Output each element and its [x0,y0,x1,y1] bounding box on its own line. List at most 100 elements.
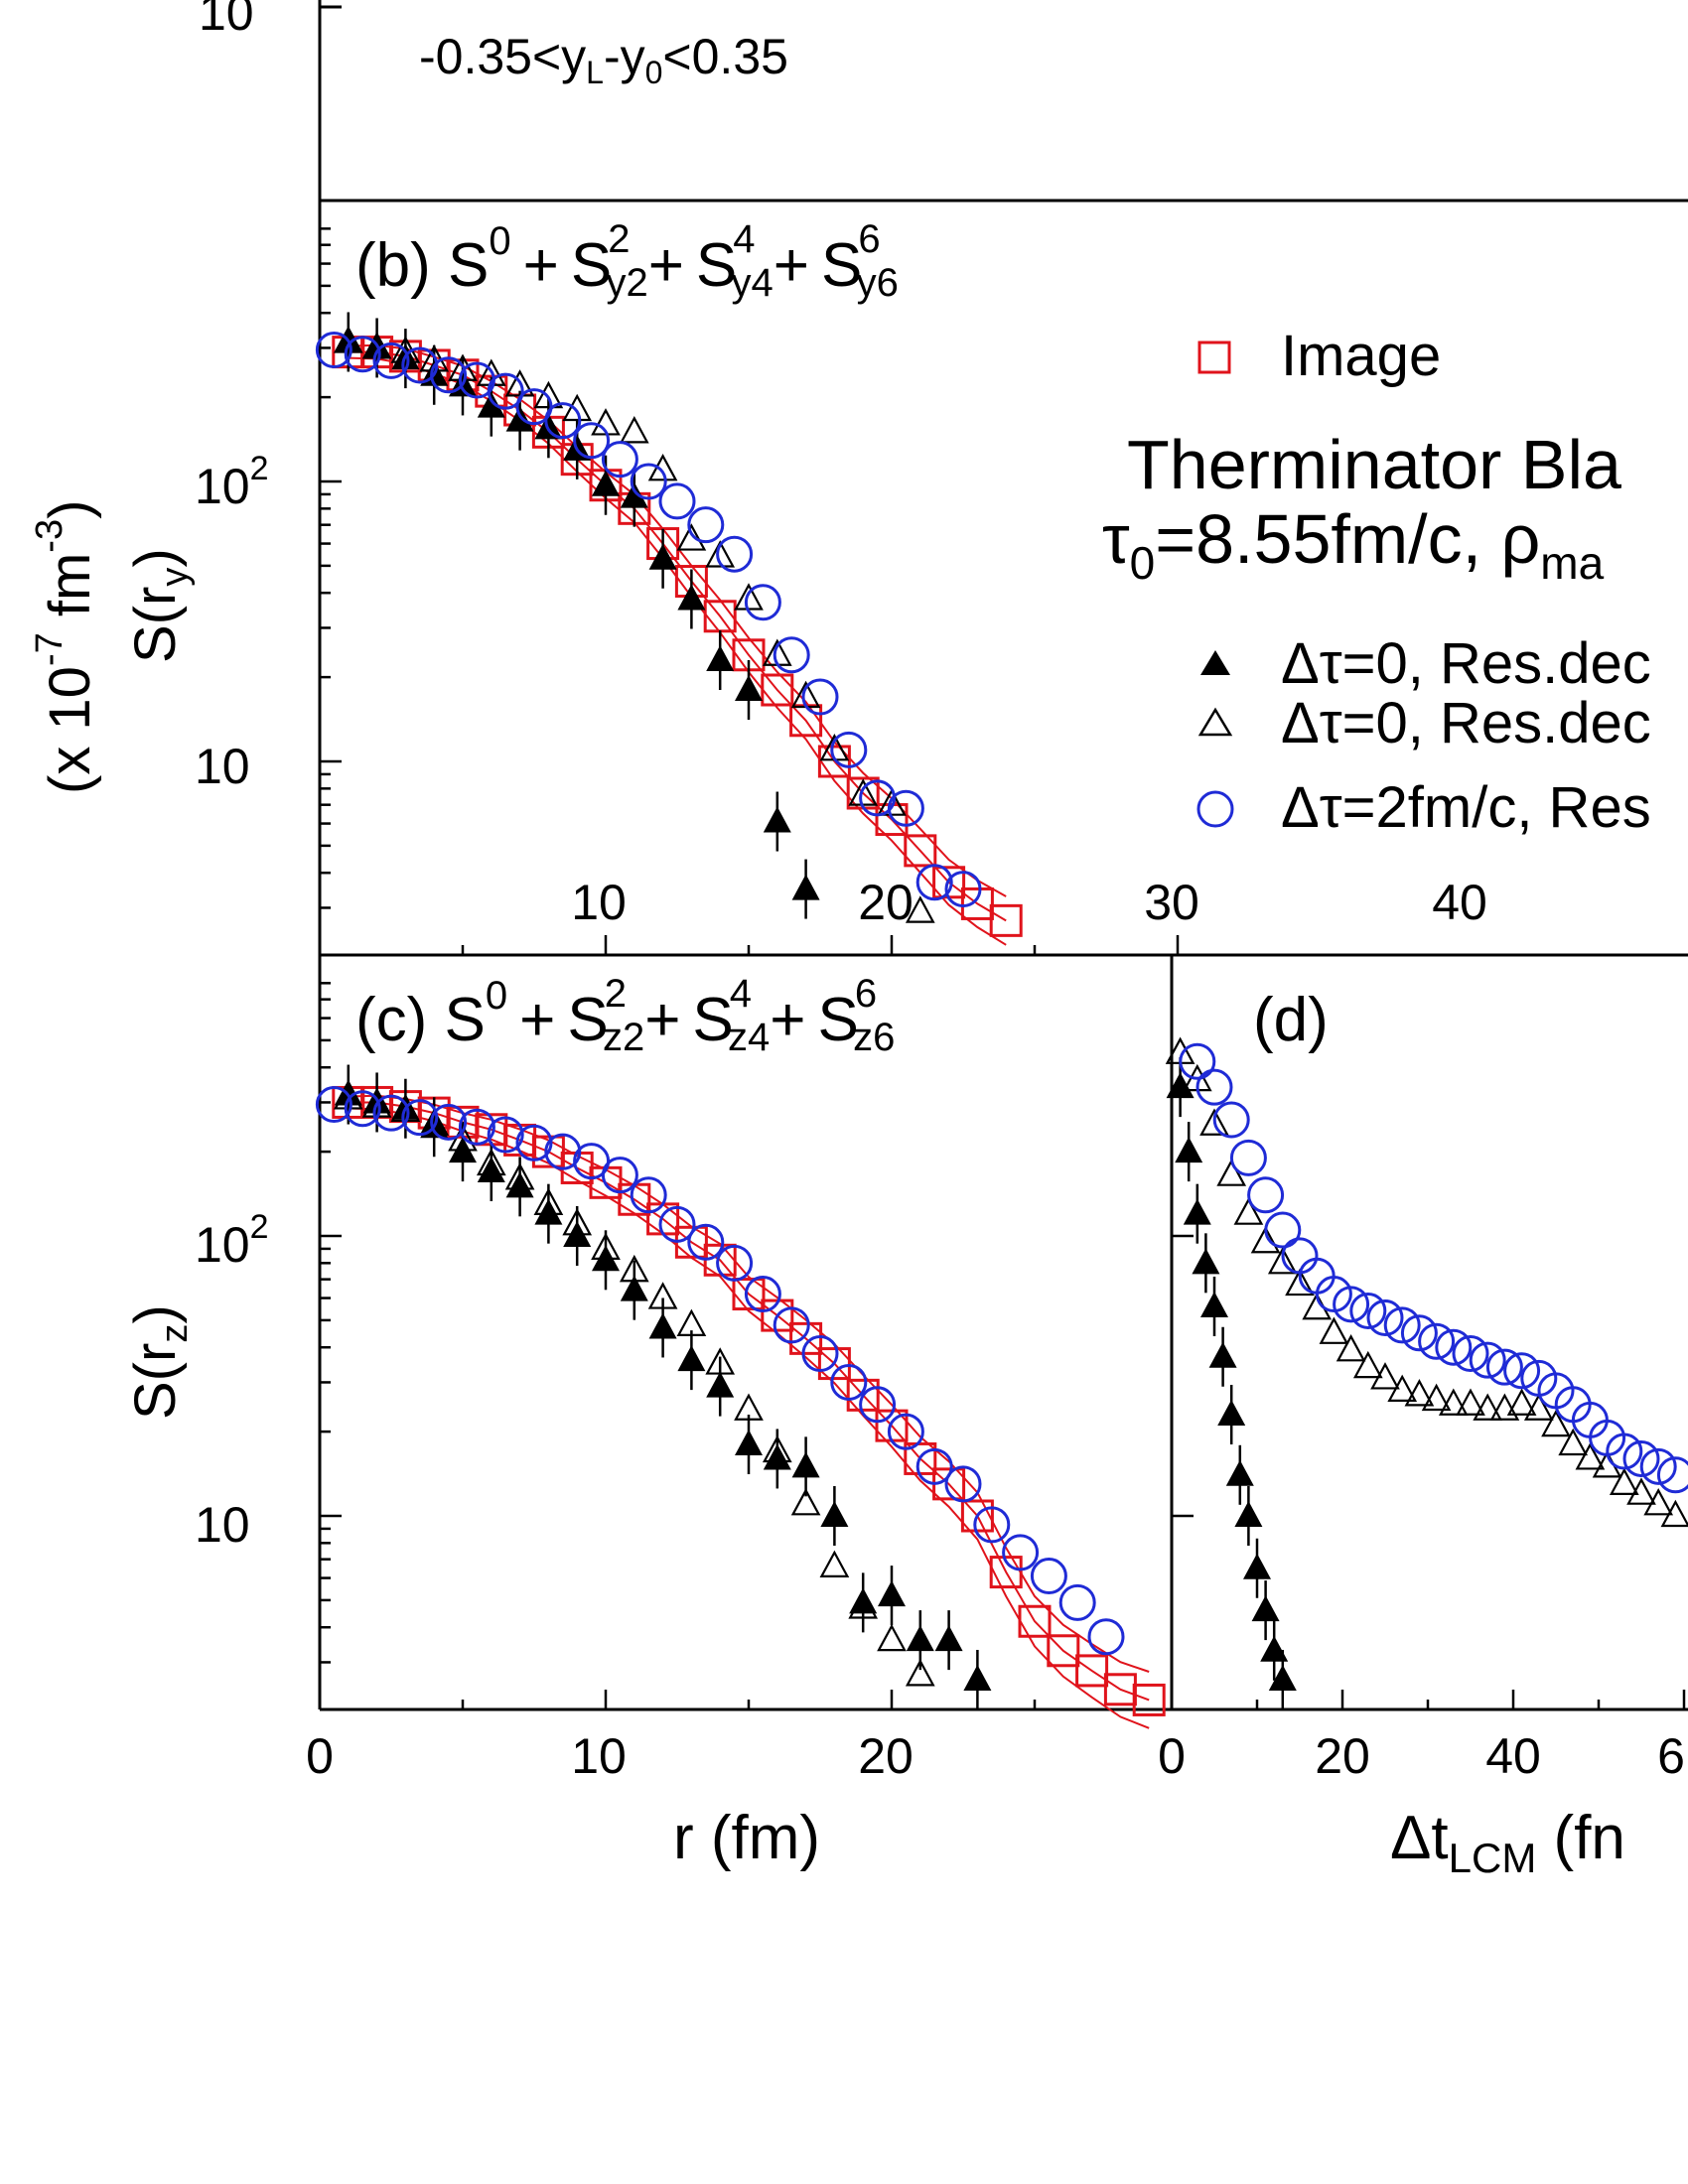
panel-c-point [544,1133,582,1170]
panel-c-point [732,1278,766,1311]
panel-c-point [735,1430,763,1456]
panel-d-point [1626,1477,1656,1505]
panel-b-point [562,393,593,422]
panel-d-point [1216,1159,1247,1186]
panel-d-point [1404,1379,1435,1407]
panel-d-point [1400,1314,1438,1352]
ytick-label-c-10: 10 [195,1497,250,1553]
panel-c-image-band-line [348,1107,1150,1729]
panel-c-point [706,1371,735,1398]
panel-d-point [1558,1428,1589,1456]
panel-c-point [762,1434,792,1463]
panel-d-point [1199,1108,1229,1136]
legend-label-filled: Δτ=0, Res.dec [1281,631,1651,696]
panel-b-point [430,356,468,394]
panel-c-point [817,1347,851,1381]
panel-c-point [505,1171,534,1198]
panel-c-point [619,1254,649,1283]
panel-b-point [887,789,924,827]
panel-d-point [1243,1553,1271,1579]
panel-c-point [419,1108,450,1136]
panel-c-point [515,1124,553,1161]
panel-d-point [1387,1374,1418,1403]
legend-model-line1: Therminator Bla [1127,426,1621,503]
panel-c-point [476,1148,506,1176]
panel-d-point [1333,1286,1370,1323]
panel-c-series-0 [332,1085,1166,1729]
panel-c-point [647,1282,678,1309]
panel-c-point [658,1205,696,1243]
panel-c-point [887,1413,924,1450]
panel-c-point [315,1086,352,1124]
ylabel-panel-c: S(rz) [123,1304,196,1420]
panel-a-frame [318,0,1688,203]
panel-d-point [1319,1316,1349,1344]
panel-d-point [1643,1488,1674,1516]
xtick-label-b-40: 40 [1432,875,1487,930]
panel-d-point [1438,1388,1469,1416]
panel-c-point [846,1378,880,1412]
xlabel-panel-d: ΔtLCM (fn [1390,1804,1625,1881]
panel-d-point [1251,1595,1280,1622]
panel-c-point [790,1488,821,1516]
panel-d-point [1489,1393,1520,1421]
panel-d-point [1523,1393,1554,1421]
panel-b-point [620,481,648,508]
panel-d-label: (d) [1253,986,1329,1054]
panel-c-point [1047,1634,1080,1668]
panel-b-point [705,540,736,568]
panel-d-point [1469,1341,1506,1379]
legend-model-line2: τ0=8.55fm/c, ρma [1102,500,1605,589]
panel-b-point [791,874,820,900]
panel-c-point [763,1443,791,1470]
panel-d-point [1370,1362,1400,1390]
panel-b-point [960,887,994,920]
panel-c-point [773,1306,810,1344]
panel-b-point [630,463,667,500]
panel-d-point [1435,1328,1473,1366]
panel-c-point [848,1591,879,1619]
panel-d-point [1192,1248,1220,1275]
panel-c-point [705,1347,736,1375]
panel-b-label: (b) S0 + S2 y2+ S4 y4+ S6 y6 [355,217,899,305]
panel-c-point [562,1208,593,1236]
xtick-label-c-end: 0 [1158,1728,1186,1784]
panel-c-image-band-line [348,1094,1150,1673]
panel-c-point [1087,1618,1125,1656]
panel-d-point [1179,1042,1216,1080]
panel-b-point [448,353,478,381]
panel-c-point [477,1157,505,1183]
panel-c-point [677,1345,706,1372]
panel-b-point [734,583,764,611]
panel-c-image-band-line [348,1101,1150,1702]
panel-c-point [878,1580,906,1607]
panel-d-point [1336,1334,1366,1362]
panel-c-plot [315,1064,1166,1729]
panel-d-point [1212,1101,1250,1139]
legend-marker-open-triangle [1197,707,1233,737]
panel-b-point [761,673,794,707]
panel-b-series-3 [315,332,982,908]
panel-d-point [1166,1072,1195,1099]
panel-c-point [687,1223,725,1261]
xtick-label-b-30: 30 [1144,875,1199,930]
ytick-label-b-10: 10 [195,739,250,794]
panel-d-point [1622,1439,1660,1477]
panel-c-point [789,1321,823,1355]
panel-c-point [820,1501,849,1527]
panel-c-series-1 [334,1064,992,1709]
xtick-label-c-0: 0 [306,1728,334,1784]
panel-b-image-band-line [348,356,1007,946]
panel-c-point [716,1244,754,1282]
panel-d-series-0 [1166,1057,1297,1709]
panel-c-point [744,1276,781,1313]
panel-d-point [1349,1292,1387,1329]
panel-d-point [1639,1447,1677,1485]
panel-b-point [534,413,563,440]
xlabel-panel-c: r (fm) [673,1804,820,1872]
panel-d-point [1473,1393,1503,1421]
panel-c-point [533,1187,564,1215]
panel-b-point [801,678,839,716]
panel-d-point [1268,1664,1297,1691]
